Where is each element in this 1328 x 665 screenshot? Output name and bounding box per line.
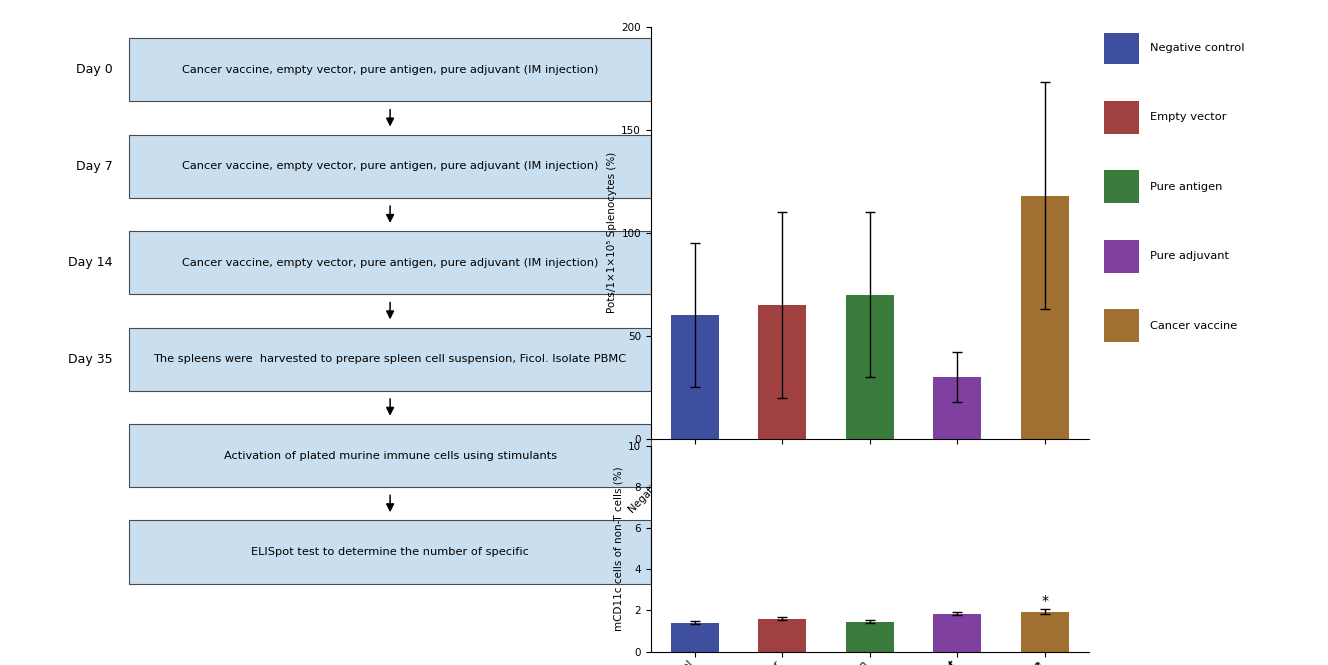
Bar [758, 618, 806, 652]
Y-axis label: mCD11c cells of non-T cells (%): mCD11c cells of non-T cells (%) [614, 466, 624, 631]
FancyBboxPatch shape [130, 134, 651, 198]
Text: Pure antigen: Pure antigen [1150, 182, 1223, 192]
Text: Day 14: Day 14 [68, 256, 113, 269]
Text: The spleens were  harvested to prepare spleen cell suspension, Ficol. Isolate PB: The spleens were harvested to prepare sp… [154, 354, 627, 364]
FancyBboxPatch shape [130, 231, 651, 294]
Text: Activation of plated murine immune cells using stimulants: Activation of plated murine immune cells… [223, 450, 556, 461]
Bar [846, 295, 894, 439]
Text: Cancer vaccine, empty vector, pure antigen, pure adjuvant (IM injection): Cancer vaccine, empty vector, pure antig… [182, 257, 599, 268]
Bar [671, 315, 718, 439]
Bar [934, 377, 981, 439]
Text: Cancer vaccine, empty vector, pure antigen, pure adjuvant (IM injection): Cancer vaccine, empty vector, pure antig… [182, 161, 599, 172]
Bar [1105, 31, 1139, 65]
Text: Day 0: Day 0 [76, 63, 113, 76]
FancyBboxPatch shape [130, 327, 651, 390]
Bar [1105, 309, 1139, 342]
Bar [846, 622, 894, 652]
Bar [758, 305, 806, 439]
Bar [1021, 196, 1069, 439]
FancyBboxPatch shape [130, 38, 651, 101]
Text: Cancer vaccine, empty vector, pure antigen, pure adjuvant (IM injection): Cancer vaccine, empty vector, pure antig… [182, 65, 599, 75]
Text: Cancer vaccine: Cancer vaccine [1150, 321, 1238, 331]
Bar [934, 614, 981, 652]
Text: Pure adjuvant: Pure adjuvant [1150, 251, 1230, 261]
Bar [671, 623, 718, 652]
Text: ELISpot test to determine the number of specific: ELISpot test to determine the number of … [251, 547, 529, 557]
Bar [1105, 170, 1139, 203]
Text: Day 35: Day 35 [68, 352, 113, 366]
Text: *: * [1041, 595, 1049, 608]
Text: Empty vector: Empty vector [1150, 112, 1227, 122]
Text: Negative control: Negative control [1150, 43, 1244, 53]
Text: Day 7: Day 7 [76, 160, 113, 173]
Bar [1105, 101, 1139, 134]
Bar [1105, 240, 1139, 273]
Y-axis label: Pots/1×1×10⁵ Splenocytes (%): Pots/1×1×10⁵ Splenocytes (%) [607, 152, 618, 313]
FancyBboxPatch shape [130, 424, 651, 487]
Bar [1021, 612, 1069, 652]
FancyBboxPatch shape [130, 520, 651, 584]
